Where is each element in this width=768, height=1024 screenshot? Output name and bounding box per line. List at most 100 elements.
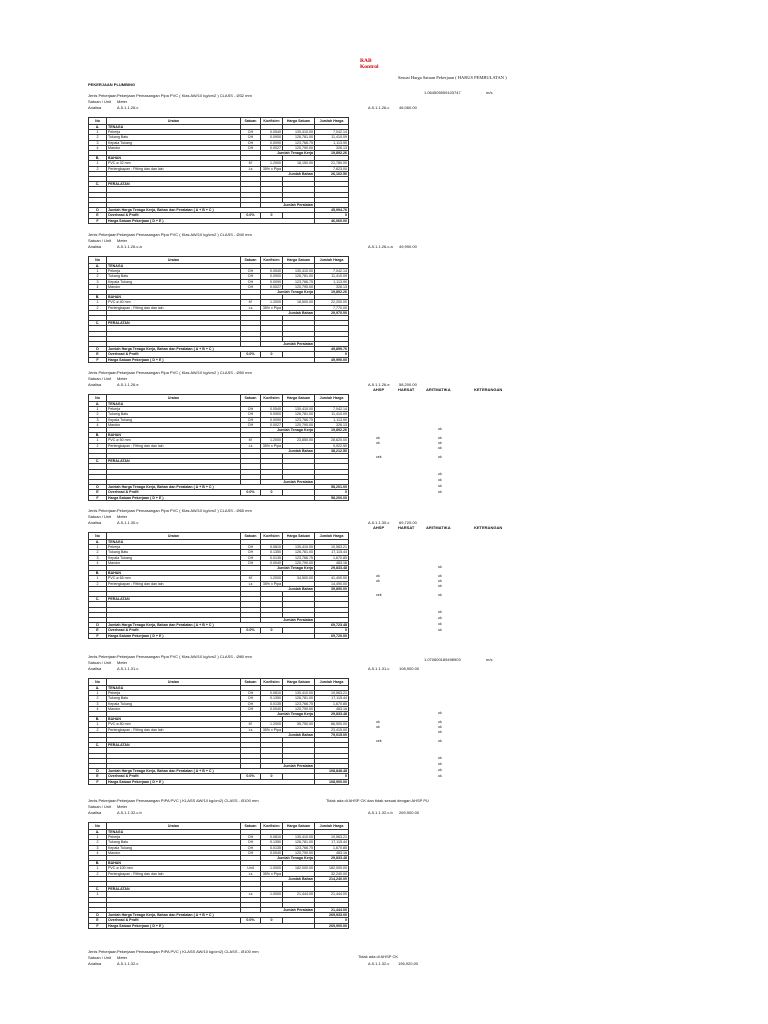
label-satuan: Satuan / Unit: [88, 660, 112, 665]
column-header: Jumlah Harga: [314, 678, 349, 686]
table-row: 2 Tukang Batu OH 0.1350 126,781.00 17,115.44: [88, 549, 349, 556]
check-mark: ok: [438, 610, 442, 614]
table-cell: 21,780.00: [314, 160, 349, 167]
value-analisa: A.5.1.1.32.c.b: [117, 810, 142, 815]
label-analisa: Analisa: [88, 382, 102, 387]
total-value: 69,723.48: [314, 622, 349, 629]
table-row: 4 Mandor OH 0.0040 120,790.00 483.16: [88, 705, 349, 713]
check-mark: ok: [438, 436, 442, 440]
final-value: 46,060.00: [314, 217, 349, 224]
table-cell: 35% x Pipa: [260, 442, 283, 449]
table-cell: 35% x Pipa: [260, 870, 283, 877]
column-header: Satuan: [240, 256, 261, 264]
side-header: KETERANGAN: [474, 525, 503, 530]
final-label: Harga Satuan Pekerjaan ( D + E ): [106, 494, 315, 501]
table-cell: 10,563.21: [314, 690, 349, 697]
table-row: 3 Kepala Tukang OH 0.0090 123,766.75 1,113.90: [88, 139, 349, 146]
check-mark: ok: [438, 774, 442, 778]
check-mark: ok: [438, 565, 442, 569]
label-satuan: Satuan / Unit: [88, 514, 112, 519]
label-jenis: Jenis Pekerjaan: [88, 232, 117, 237]
column-header: Jumlah Harga: [314, 822, 349, 830]
label-jenis: Jenis Pekerjaan: [88, 93, 117, 98]
column-header: Uraian: [106, 117, 241, 125]
check-mark: ok: [438, 768, 442, 772]
label-jenis: Jenis Pekerjaan: [88, 654, 117, 659]
side-header: ARITMATIKA: [426, 525, 451, 530]
column-header: Koefisien: [260, 394, 283, 402]
table-cell: 41,400.00: [314, 575, 349, 582]
ahs-table: No Uraian Satuan Koefisien Harga Satuan Jumla…: [88, 256, 349, 363]
subtotal-value: 29,833.48: [314, 854, 349, 862]
column-header: No: [88, 532, 107, 540]
table-cell: 11,410.09: [314, 134, 349, 141]
final-value: 58,200.00: [314, 494, 349, 501]
value-jenis: Pekerjaan Pemasangan Pipa PVC ( Klas AW/…: [117, 370, 252, 375]
ahs-table: No Uraian Satuan Koefisien Harga Satuan Jumla…: [88, 532, 349, 639]
subtotal-value: 39,890.00: [314, 585, 349, 593]
column-header: Jumlah Harga: [314, 532, 349, 540]
harga-ref: 108,900.00: [399, 666, 420, 671]
subtotal-value: 19,892.26: [314, 426, 349, 434]
column-header: No: [88, 394, 107, 402]
check-mark: ok: [438, 584, 442, 588]
value-jenis: Pekerjaan Pemasangan PIPA PVC ( KLASS AW…: [117, 798, 259, 803]
table-cell: 10,563.21: [314, 544, 349, 551]
value-jenis: Pekerjaan Pemasangan Pipa PVC ( Klas AW/…: [117, 232, 252, 237]
table-cell: 182,000.00: [314, 865, 349, 872]
chapter-title: PEKERJAAN PLUMBING: [88, 82, 136, 87]
total-value: 108,848.48: [314, 768, 349, 775]
column-header: Koefisien: [260, 822, 283, 830]
label-analisa: Analisa: [88, 244, 102, 249]
table-row: 2 Perlengkapan ; Fitting dan dan lain Ls 35…: [88, 442, 349, 449]
table-cell: 17,115.44: [314, 839, 349, 846]
table-row: 3 Kepala Tukang OH 0.0135 123,766.75 1,670.85: [88, 700, 349, 707]
label-analisa: Analisa: [88, 961, 102, 966]
value-satuan: Meter: [117, 955, 128, 960]
column-header: Harga Satuan: [282, 117, 315, 125]
check-mark: ok: [438, 472, 442, 476]
column-header: Satuan: [240, 117, 261, 125]
total-value: 58,201.00: [314, 484, 349, 491]
table-row: 2 Tukang Batu OH 0.0900 126,781.00 11,410.09: [88, 273, 349, 280]
table-cell: 35% x Pipa: [260, 580, 283, 587]
side-header: ARITMATIKA: [426, 387, 451, 392]
value-satuan: Meter: [117, 804, 128, 809]
kode-ref: A.5.1.1.32.c.b: [368, 810, 393, 815]
check-mark: ok: [438, 478, 442, 482]
label-analisa: Analisa: [88, 666, 102, 671]
total-value: 49,899.76: [314, 346, 349, 353]
value-jenis: Pekerjaan Pemasangan Pipa PVC ( Klas AW/…: [117, 654, 252, 659]
final-value: 108,900.00: [314, 778, 349, 785]
check-mark: ok: [438, 711, 442, 715]
table-cell: 10,563.21: [314, 834, 349, 841]
side-header: AHSP: [373, 387, 385, 392]
table-cell: 28,620.00: [314, 437, 349, 444]
value-analisa: A.5.1.1.31.c: [117, 666, 139, 671]
check-mark: ok: [376, 720, 380, 724]
doc-title: RAB: [360, 58, 372, 64]
label-jenis: Jenis Pekerjaan: [88, 508, 117, 513]
label-jenis: Jenis Pekerjaan: [88, 798, 117, 803]
column-header: Harga Satuan: [282, 532, 315, 540]
value-analisa: A.5.1.1.30.c: [117, 520, 139, 525]
check-mark: ok: [438, 574, 442, 578]
check-mark: ok: [438, 628, 442, 632]
check-mark: ok: [438, 739, 442, 743]
value-analisa: A.5.1.1.32.c: [117, 961, 139, 966]
ahs-table: No Uraian Satuan Koefisien Harga Satuan Jumla…: [88, 678, 349, 785]
ahs-table: No Uraian Satuan Koefisien Harga Satuan Jumla…: [88, 822, 349, 929]
final-label: Harga Satuan Pekerjaan ( D + E ): [106, 922, 315, 929]
subtotal-value: 29,970.00: [314, 309, 349, 317]
column-header: Koefisien: [260, 117, 283, 125]
right-value: 1.070600189498903: [424, 657, 461, 662]
kode-ref: A.5.1.1.30.c: [368, 520, 390, 525]
check-mark: ok: [376, 436, 380, 440]
harga-ref: 269,900.00: [399, 810, 420, 815]
final-label: Harga Satuan Pekerjaan ( D + E ): [106, 778, 315, 785]
final-label: Harga Satuan Pekerjaan ( D + E ): [106, 356, 315, 363]
column-header: Uraian: [106, 394, 241, 402]
table-cell: 35% x Pipa: [260, 726, 283, 733]
label-satuan: Satuan / Unit: [88, 238, 112, 243]
table-cell: 17,115.44: [314, 549, 349, 556]
